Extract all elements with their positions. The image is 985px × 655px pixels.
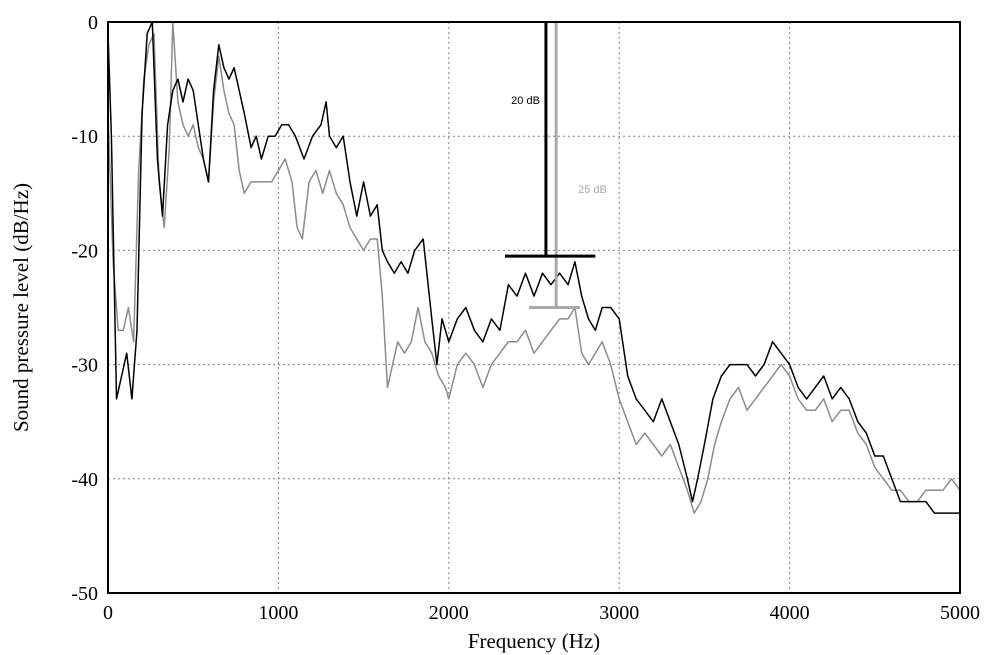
y-tick-label: -10 bbox=[71, 126, 98, 148]
series-lines bbox=[107, 21, 961, 514]
y-axis-label: Sound pressure level (dB/Hz) bbox=[9, 183, 33, 432]
x-tick-label: 5000 bbox=[940, 602, 980, 624]
y-tick-label: -20 bbox=[71, 240, 98, 262]
x-tick-label: 3000 bbox=[599, 602, 639, 624]
y-tick-label: 0 bbox=[88, 12, 98, 34]
annotation-label: 25 dB bbox=[578, 184, 607, 196]
annotation-label: 20 dB bbox=[511, 95, 540, 107]
x-tick-label: 4000 bbox=[770, 602, 810, 624]
y-tick-label: -50 bbox=[71, 583, 98, 605]
series-line bbox=[107, 21, 960, 514]
x-axis-label: Frequency (Hz) bbox=[468, 629, 600, 653]
y-tick-label: -30 bbox=[71, 355, 98, 377]
x-tick-label: 1000 bbox=[258, 602, 298, 624]
y-tick-label: -40 bbox=[71, 469, 98, 491]
x-tick-label: 0 bbox=[103, 602, 113, 624]
tick-labels: 0 1000 2000 3000 4000 5000 0 -10 -20 -30 -40 -50 bbox=[71, 12, 980, 624]
plot-frame bbox=[107, 21, 961, 594]
x-tick-label: 2000 bbox=[429, 602, 469, 624]
grid-lines bbox=[108, 22, 960, 593]
level-annotations: 25 dB 20 dB bbox=[505, 22, 607, 309]
